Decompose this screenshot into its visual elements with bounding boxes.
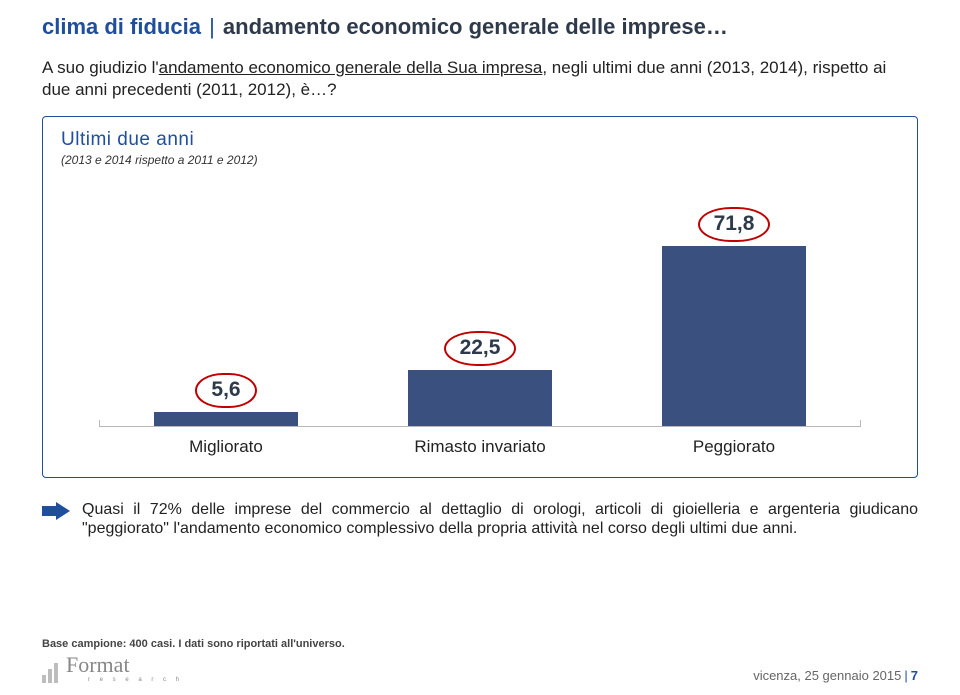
question-text: A suo giudizio l'andamento economico gen…	[42, 57, 918, 100]
x-axis-label: Migliorato	[99, 437, 353, 457]
question-prefix: A suo giudizio l'	[42, 58, 159, 77]
bar	[408, 370, 552, 426]
page-number: 7	[911, 668, 918, 683]
value-callout: 22,5	[444, 331, 517, 366]
bar-column: 22,5	[353, 331, 607, 426]
title-separator: |	[209, 14, 215, 39]
x-axis-label: Rimasto invariato	[353, 437, 607, 457]
logo-text: Format	[66, 656, 183, 675]
bar	[662, 246, 806, 426]
x-axis-label: Peggiorato	[607, 437, 861, 457]
box-subtitle: (2013 e 2014 rispetto a 2011 e 2012)	[61, 153, 899, 167]
title-accent: clima di fiducia	[42, 14, 201, 39]
value-callout: 71,8	[698, 207, 771, 242]
box-title: Ultimi due anni	[61, 129, 899, 151]
logo-subtext: r e s e a r c h	[88, 677, 183, 683]
logo: Format r e s e a r c h	[42, 656, 345, 683]
footer-right: vicenza, 25 gennaio 2015|7	[753, 668, 918, 683]
note-text: Quasi il 72% delle imprese del commercio…	[82, 500, 918, 538]
footer: Base campione: 400 casi. I dati sono rip…	[42, 638, 918, 683]
bar-column: 71,8	[607, 207, 861, 426]
value-callout: 5,6	[195, 373, 256, 408]
chart-box: Ultimi due anni (2013 e 2014 rispetto a …	[42, 116, 918, 478]
footer-date: vicenza, 25 gennaio 2015	[753, 668, 901, 683]
title-rest: andamento economico generale delle impre…	[223, 14, 728, 39]
logo-mark-icon	[42, 661, 60, 683]
base-sample-note: Base campione: 400 casi. I dati sono rip…	[42, 638, 345, 650]
arrow-right-icon	[42, 502, 70, 520]
bar-chart: 5,6 22,5 71,8 MiglioratoRimasto invariatoP…	[99, 193, 861, 463]
question-underlined: andamento economico generale della Sua i…	[159, 58, 543, 77]
bar	[154, 412, 298, 426]
page-title: clima di fiducia | andamento economico g…	[42, 14, 918, 39]
bar-column: 5,6	[99, 373, 353, 426]
note-row: Quasi il 72% delle imprese del commercio…	[42, 500, 918, 538]
